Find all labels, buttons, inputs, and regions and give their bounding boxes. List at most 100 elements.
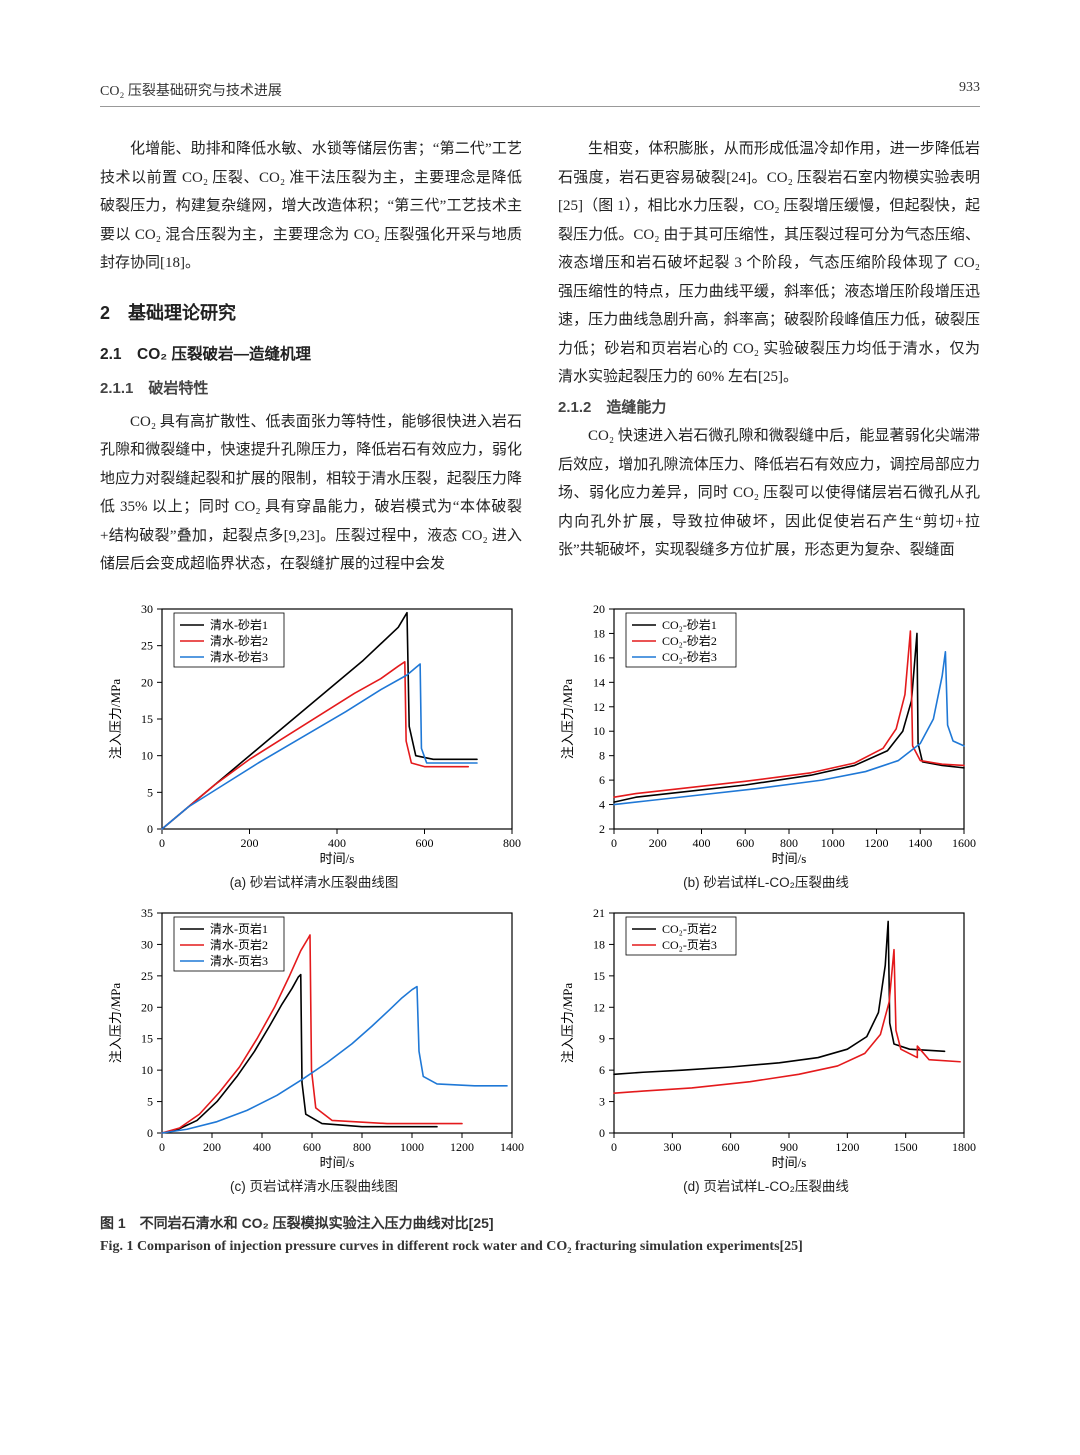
svg-text:600: 600 xyxy=(416,836,434,850)
paragraph: 生相变，体积膨胀，从而形成低温冷却作用，进一步降低岩石强度，岩石更容易破裂[24… xyxy=(558,135,980,392)
svg-text:600: 600 xyxy=(736,836,754,850)
svg-text:注入压力/MPa: 注入压力/MPa xyxy=(108,982,123,1062)
svg-text:3: 3 xyxy=(599,1094,605,1108)
svg-text:15: 15 xyxy=(141,1031,153,1045)
svg-text:400: 400 xyxy=(253,1140,271,1154)
svg-text:1500: 1500 xyxy=(894,1140,918,1154)
svg-text:20: 20 xyxy=(593,602,605,616)
subsubsection-2-1-1: 2.1.1 破岩特性 xyxy=(100,375,522,404)
svg-text:时间/s: 时间/s xyxy=(772,851,807,866)
svg-text:30: 30 xyxy=(141,937,153,951)
svg-text:20: 20 xyxy=(141,1000,153,1014)
svg-text:5: 5 xyxy=(147,785,153,799)
chart-a-svg: 0200400600800051015202530时间/s注入压力/MPa清水-… xyxy=(104,599,524,869)
svg-text:400: 400 xyxy=(328,836,346,850)
svg-text:1800: 1800 xyxy=(952,1140,976,1154)
svg-text:时间/s: 时间/s xyxy=(320,851,355,866)
svg-text:CO₂-砂岩3: CO₂-砂岩3 xyxy=(662,649,717,664)
svg-text:清水-砂岩2: 清水-砂岩2 xyxy=(210,633,268,648)
svg-text:16: 16 xyxy=(593,651,605,665)
figure-caption-cn: 图 1 不同岩石清水和 CO₂ 压裂模拟实验注入压力曲线对比[25] xyxy=(100,1213,980,1233)
panel-c-caption: (c) 页岩试样清水压裂曲线图 xyxy=(230,1175,398,1195)
svg-text:15: 15 xyxy=(141,712,153,726)
svg-text:5: 5 xyxy=(147,1094,153,1108)
header-title: CO₂ 压裂基础研究与技术进展 xyxy=(100,80,282,100)
running-header: CO₂ 压裂基础研究与技术进展 933 xyxy=(100,80,980,107)
svg-text:200: 200 xyxy=(203,1140,221,1154)
svg-text:0: 0 xyxy=(611,836,617,850)
svg-text:8: 8 xyxy=(599,748,605,762)
svg-text:1200: 1200 xyxy=(865,836,889,850)
svg-text:1200: 1200 xyxy=(835,1140,859,1154)
paragraph: CO₂ 快速进入岩石微孔隙和微裂缝中后，能显著弱化尖端滞后效应，增加孔隙流体压力… xyxy=(558,422,980,565)
svg-text:15: 15 xyxy=(593,968,605,982)
svg-text:9: 9 xyxy=(599,1031,605,1045)
svg-text:200: 200 xyxy=(241,836,259,850)
svg-text:12: 12 xyxy=(593,1000,605,1014)
svg-text:清水-砂岩3: 清水-砂岩3 xyxy=(210,649,268,664)
body-text-columns: 化增能、助排和降低水敏、水锁等储层伤害；“第二代”工艺技术以前置 CO₂ 压裂、… xyxy=(100,135,980,579)
svg-text:清水-砂岩1: 清水-砂岩1 xyxy=(210,617,268,632)
svg-text:0: 0 xyxy=(147,1126,153,1140)
panel-b: 0200400600800100012001400160024681012141… xyxy=(552,599,980,891)
svg-text:20: 20 xyxy=(141,675,153,689)
svg-text:900: 900 xyxy=(780,1140,798,1154)
svg-text:25: 25 xyxy=(141,638,153,652)
svg-text:1000: 1000 xyxy=(821,836,845,850)
svg-text:注入压力/MPa: 注入压力/MPa xyxy=(560,678,575,758)
svg-text:2: 2 xyxy=(599,822,605,836)
svg-text:清水-页岩1: 清水-页岩1 xyxy=(210,921,268,936)
chart-d-svg: 0300600900120015001800036912151821时间/s注入… xyxy=(556,903,976,1173)
svg-text:1000: 1000 xyxy=(400,1140,424,1154)
svg-text:0: 0 xyxy=(147,822,153,836)
svg-text:清水-页岩3: 清水-页岩3 xyxy=(210,953,268,968)
svg-text:6: 6 xyxy=(599,773,605,787)
svg-text:1600: 1600 xyxy=(952,836,976,850)
svg-text:600: 600 xyxy=(303,1140,321,1154)
svg-text:14: 14 xyxy=(593,675,605,689)
svg-text:清水-页岩2: 清水-页岩2 xyxy=(210,937,268,952)
svg-text:800: 800 xyxy=(503,836,521,850)
svg-text:30: 30 xyxy=(141,602,153,616)
svg-text:10: 10 xyxy=(141,1063,153,1077)
svg-text:6: 6 xyxy=(599,1063,605,1077)
header-page: 933 xyxy=(959,80,980,100)
svg-text:1200: 1200 xyxy=(450,1140,474,1154)
svg-text:0: 0 xyxy=(159,1140,165,1154)
svg-text:600: 600 xyxy=(722,1140,740,1154)
svg-text:25: 25 xyxy=(141,968,153,982)
panel-d-caption: (d) 页岩试样L-CO₂压裂曲线 xyxy=(683,1175,849,1195)
svg-text:800: 800 xyxy=(780,836,798,850)
panel-b-caption: (b) 砂岩试样L-CO₂压裂曲线 xyxy=(683,871,849,891)
svg-text:注入压力/MPa: 注入压力/MPa xyxy=(560,982,575,1062)
svg-text:4: 4 xyxy=(599,797,605,811)
paragraph: CO₂ 具有高扩散性、低表面张力等特性，能够很快进入岩石孔隙和微裂缝中，快速提升… xyxy=(100,408,522,579)
svg-text:时间/s: 时间/s xyxy=(320,1155,355,1170)
svg-text:注入压力/MPa: 注入压力/MPa xyxy=(108,678,123,758)
svg-text:21: 21 xyxy=(593,906,605,920)
panel-d: 0300600900120015001800036912151821时间/s注入… xyxy=(552,903,980,1195)
svg-text:800: 800 xyxy=(353,1140,371,1154)
figure-caption-en: Fig. 1 Comparison of injection pressure … xyxy=(100,1239,980,1255)
chart-b-svg: 0200400600800100012001400160024681012141… xyxy=(556,599,976,869)
section-heading-2: 2 基础理论研究 xyxy=(100,296,522,330)
svg-text:35: 35 xyxy=(141,906,153,920)
panel-c: 0 200 400 600 800 1000 1200 1400 0 5 10 15 20 25 30 35 时… xyxy=(100,903,528,1195)
svg-text:200: 200 xyxy=(649,836,667,850)
svg-text:0: 0 xyxy=(599,1126,605,1140)
svg-text:300: 300 xyxy=(663,1140,681,1154)
subsubsection-2-1-2: 2.1.2 造缝能力 xyxy=(558,394,980,423)
svg-text:10: 10 xyxy=(593,724,605,738)
svg-text:0: 0 xyxy=(611,1140,617,1154)
figure-1: 0200400600800051015202530时间/s注入压力/MPa清水-… xyxy=(100,595,980,1255)
svg-text:CO₂-砂岩1: CO₂-砂岩1 xyxy=(662,617,717,632)
svg-text:400: 400 xyxy=(693,836,711,850)
svg-text:CO₂-砂岩2: CO₂-砂岩2 xyxy=(662,633,717,648)
svg-text:1400: 1400 xyxy=(500,1140,524,1154)
paragraph: 化增能、助排和降低水敏、水锁等储层伤害；“第二代”工艺技术以前置 CO₂ 压裂、… xyxy=(100,135,522,278)
chart-c-svg: 0 200 400 600 800 1000 1200 1400 0 5 10 15 20 25 30 35 时… xyxy=(104,903,524,1173)
svg-text:12: 12 xyxy=(593,699,605,713)
svg-text:时间/s: 时间/s xyxy=(772,1155,807,1170)
panel-a: 0200400600800051015202530时间/s注入压力/MPa清水-… xyxy=(100,599,528,891)
svg-text:18: 18 xyxy=(593,626,605,640)
